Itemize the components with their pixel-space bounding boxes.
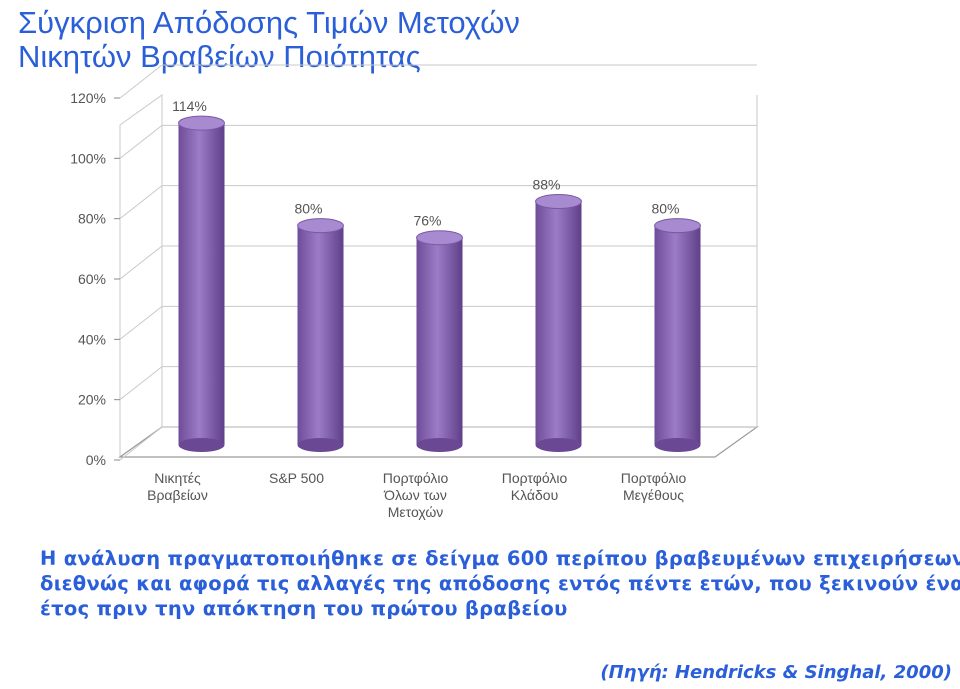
bars: [178, 115, 701, 452]
y-tick-label: 0%: [86, 452, 106, 468]
analysis-caption: Η ανάλυση πραγματοποιήθηκε σε δείγμα 600…: [40, 546, 960, 621]
bar-top: [535, 194, 582, 210]
bar-body: [535, 201, 582, 445]
gridline-side: [119, 64, 163, 99]
bar-base: [416, 438, 463, 452]
category-label: Μεγέθους: [623, 487, 684, 503]
category-label: Όλων των: [383, 487, 447, 503]
bar-body: [178, 123, 225, 445]
bar-body: [416, 237, 463, 445]
category-label: Νικητές: [154, 470, 201, 486]
page-title: Σύγκριση Απόδοσης Τιμών Μετοχών Νικητών …: [18, 6, 520, 74]
bar-body: [297, 225, 344, 445]
caption-line-1: Η ανάλυση πραγματοποιήθηκε σε δείγμα 600…: [40, 547, 960, 570]
category-label: Πορτφόλιο: [383, 470, 449, 486]
bar-chart: 0%20%40%60%80%100%120% 114%80%76%88%80% …: [70, 64, 759, 520]
title-line-1: Σύγκριση Απόδοσης Τιμών Μετοχών: [18, 5, 520, 40]
data-label: 114%: [172, 98, 207, 114]
bar-top: [416, 230, 463, 246]
y-tick-label: 40%: [78, 331, 106, 347]
bar-base: [535, 438, 582, 452]
y-axis-ticks: 0% 20% 40% 60% 80% 100% 120%: [70, 90, 106, 468]
bar: [535, 194, 582, 452]
caption-line-3: έτος πριν την απόκτηση του πρώτου βραβεί…: [40, 597, 568, 620]
y-tick-label: 80%: [78, 211, 106, 227]
data-labels: 114% 80% 76% 88% 80%: [172, 98, 679, 229]
data-label: 76%: [413, 213, 441, 229]
bar-top: [297, 218, 344, 234]
category-label: Κλάδου: [511, 487, 558, 503]
source-citation: (Πηγή: Hendricks & Singhal, 2000): [600, 662, 952, 683]
category-label: Βραβείων: [147, 487, 208, 503]
bar: [654, 218, 701, 452]
category-label: Πορτφόλιο: [502, 470, 568, 486]
side-wall: [119, 94, 163, 458]
bar-base: [654, 438, 701, 452]
bar: [416, 230, 463, 452]
gridline-side: [119, 366, 163, 401]
bar-top: [654, 218, 701, 234]
bar-base: [178, 438, 225, 452]
category-label: Μετοχών: [388, 504, 444, 520]
gridline-side: [119, 426, 163, 461]
bar-base: [297, 438, 344, 452]
bar: [178, 115, 225, 452]
bar: [297, 218, 344, 452]
data-label: 80%: [294, 201, 322, 217]
y-tick-label: 20%: [78, 392, 106, 408]
gridline-side: [119, 245, 163, 280]
gridline-side: [119, 185, 163, 220]
category-label: Πορτφόλιο: [621, 470, 687, 486]
bar-body: [654, 225, 701, 445]
gridline-side: [119, 124, 163, 159]
y-tick-label: 100%: [70, 150, 106, 166]
data-label: 80%: [651, 201, 679, 217]
data-label: 88%: [532, 177, 560, 193]
caption-line-2: διεθνώς και αφορά τις αλλαγές της απόδοσ…: [40, 572, 960, 595]
category-label: S&P 500: [269, 470, 324, 486]
y-tick-label: 120%: [70, 90, 106, 106]
y-tick-label: 60%: [78, 271, 106, 287]
bar-top: [178, 115, 225, 131]
title-line-2: Νικητών Βραβείων Ποιότητας: [18, 39, 421, 74]
gridline-side: [119, 305, 163, 340]
